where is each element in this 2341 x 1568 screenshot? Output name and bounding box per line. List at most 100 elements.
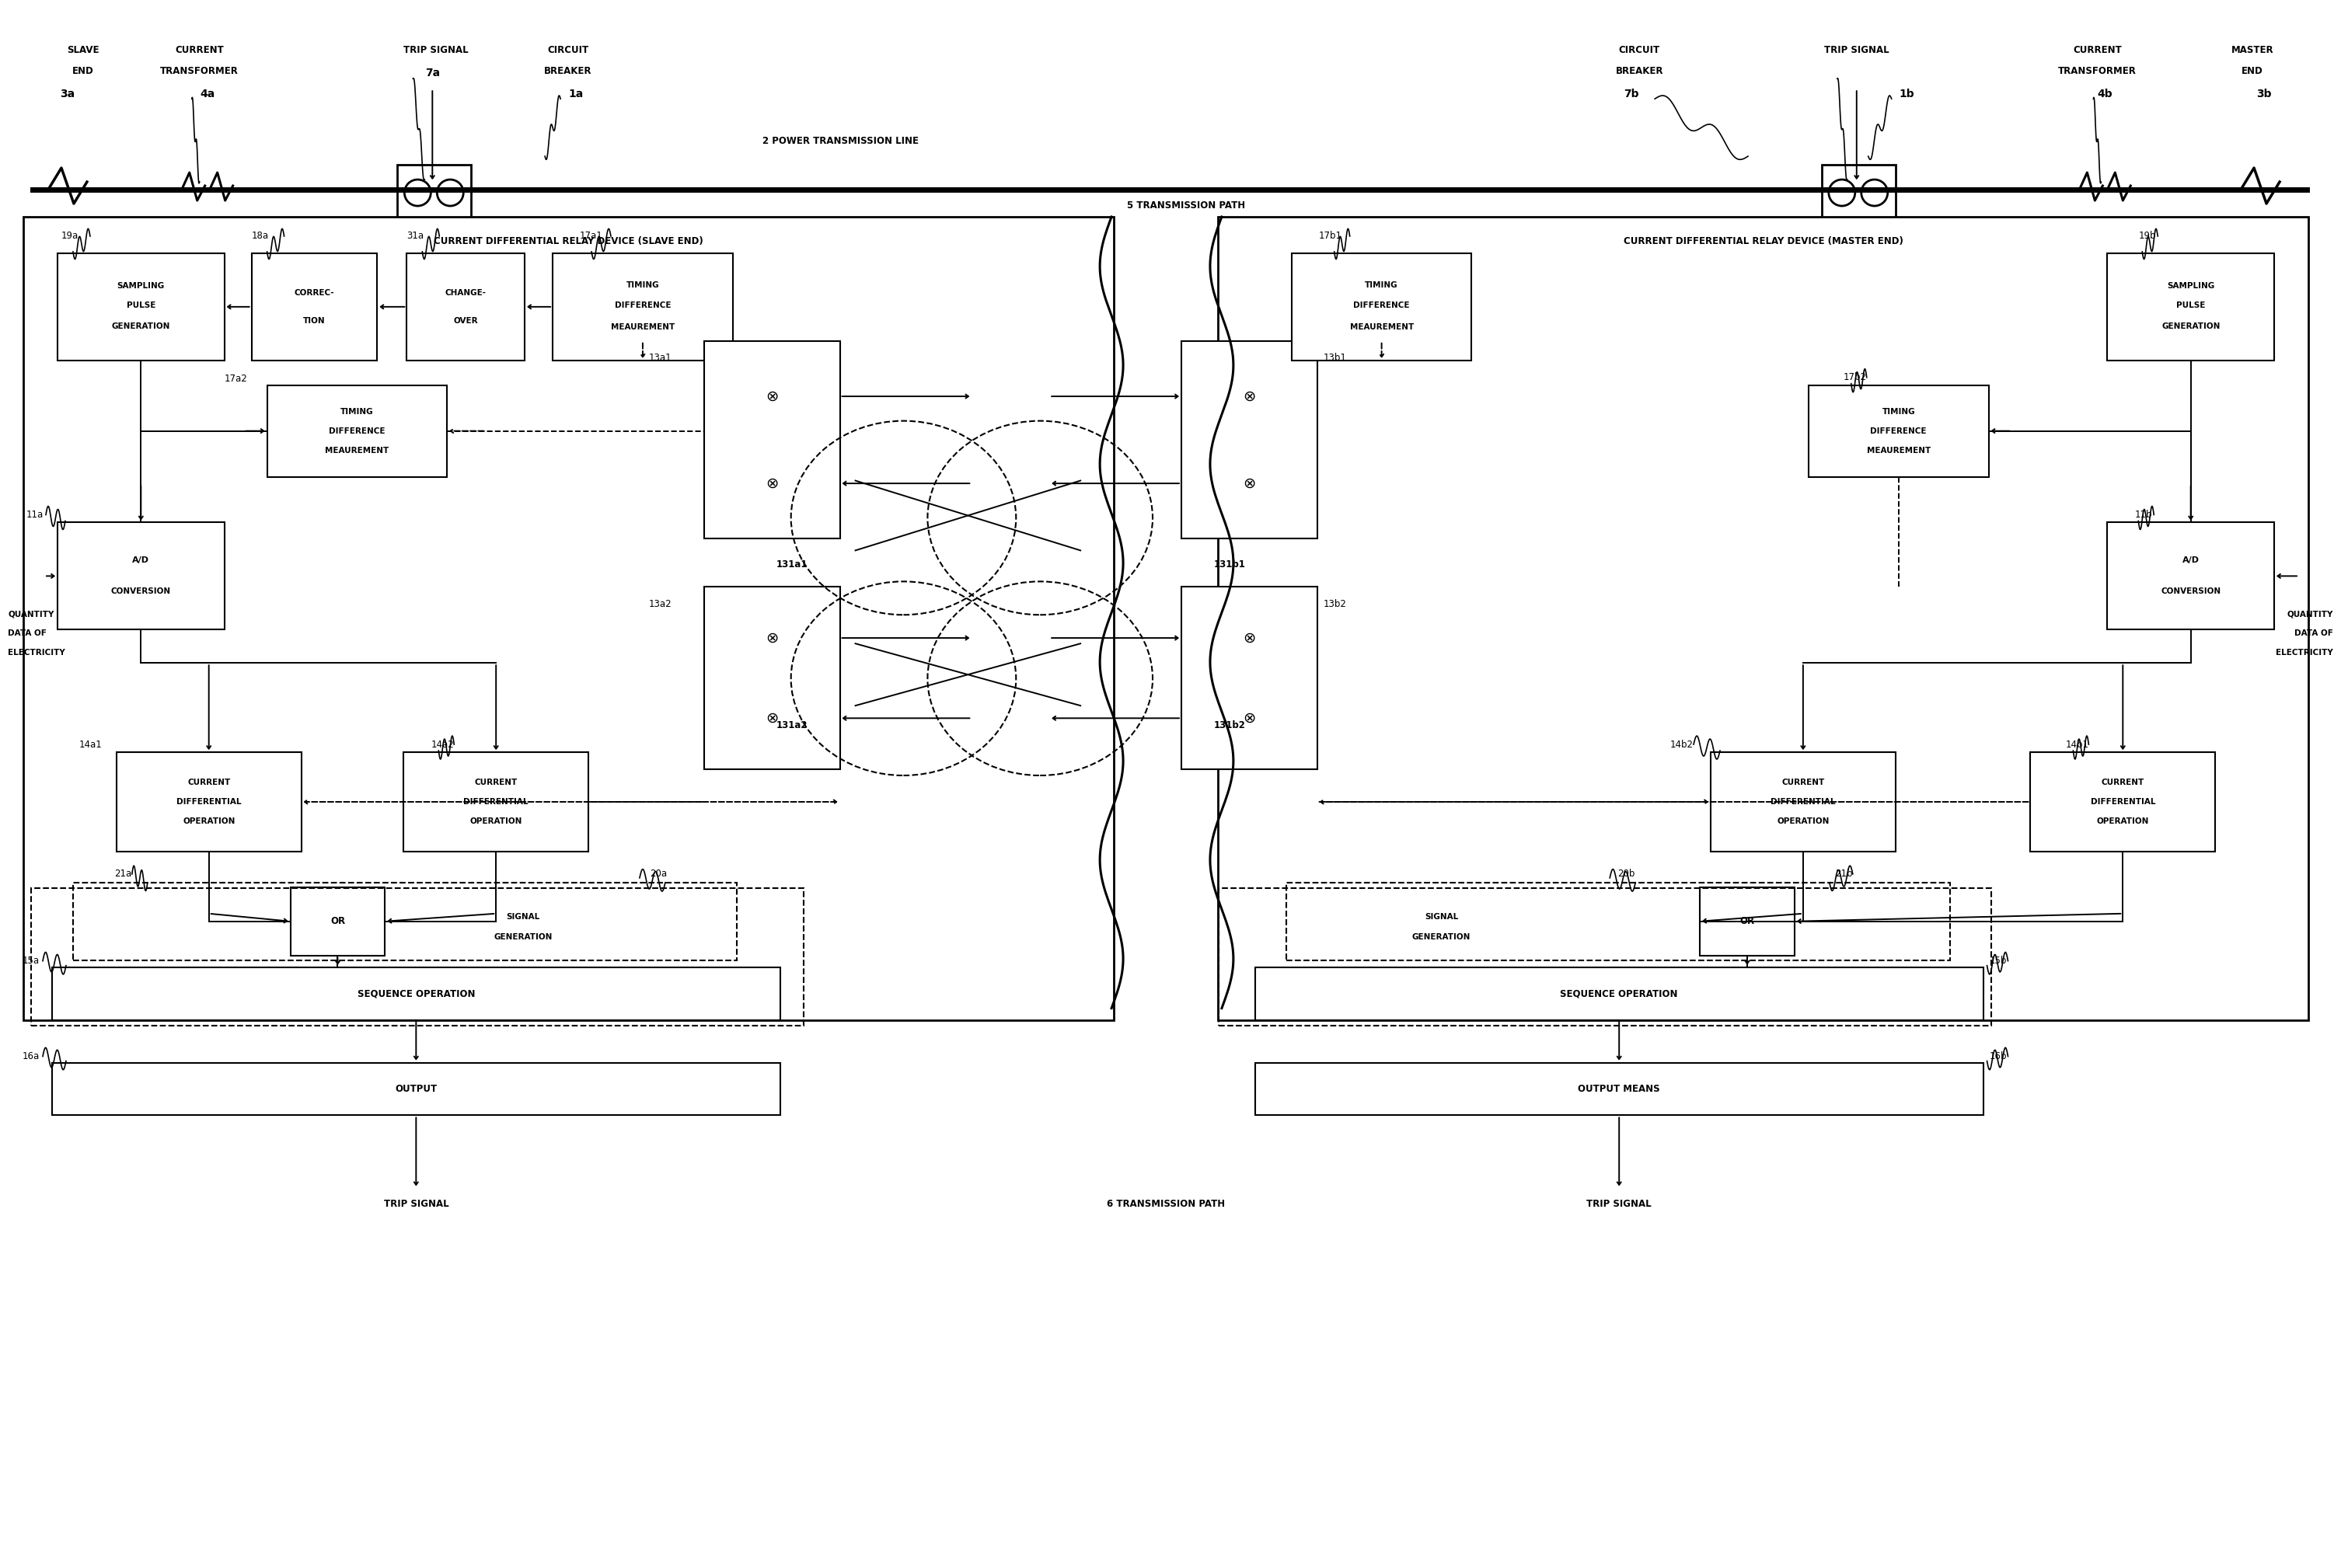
Bar — [1810, 386, 1988, 477]
Text: 14a2: 14a2 — [431, 740, 454, 750]
Text: ⊗: ⊗ — [766, 710, 777, 726]
Bar — [23, 216, 1114, 1019]
Text: 7a: 7a — [426, 67, 440, 78]
Text: DATA OF: DATA OF — [7, 630, 47, 637]
Bar — [59, 522, 225, 630]
Text: SEQUENCE OPERATION: SEQUENCE OPERATION — [1559, 988, 1678, 999]
Bar — [705, 586, 840, 770]
Bar — [2107, 254, 2273, 361]
Text: 14b1: 14b1 — [2065, 740, 2088, 750]
Text: 15b: 15b — [1990, 956, 2006, 966]
Text: CURRENT: CURRENT — [475, 779, 517, 786]
Text: 16a: 16a — [23, 1051, 40, 1062]
Text: 17a1: 17a1 — [581, 230, 604, 241]
Bar — [267, 386, 447, 477]
Text: ⊗: ⊗ — [1243, 710, 1255, 726]
Bar — [1255, 967, 1983, 1019]
Text: 20b: 20b — [1618, 869, 1634, 880]
Text: SEQUENCE OPERATION: SEQUENCE OPERATION — [358, 988, 475, 999]
Text: 4a: 4a — [199, 89, 215, 100]
Text: CURRENT: CURRENT — [2102, 779, 2144, 786]
Text: PULSE: PULSE — [126, 301, 155, 309]
Bar — [1285, 883, 1950, 960]
Text: ⊗: ⊗ — [1243, 389, 1255, 403]
Text: GENERATION: GENERATION — [1412, 933, 1470, 941]
Text: CURRENT: CURRENT — [187, 779, 229, 786]
Text: 1b: 1b — [1899, 89, 1915, 100]
Text: TRANSFORMER: TRANSFORMER — [2058, 66, 2137, 75]
Text: 31a: 31a — [407, 230, 424, 241]
Text: 14a1: 14a1 — [80, 740, 103, 750]
Text: TION: TION — [304, 317, 325, 325]
Text: SIGNAL: SIGNAL — [506, 913, 541, 920]
Text: END: END — [73, 66, 94, 75]
Bar — [290, 887, 384, 955]
Text: TRIP SIGNAL: TRIP SIGNAL — [384, 1198, 449, 1209]
Text: 5 TRANSMISSION PATH: 5 TRANSMISSION PATH — [1126, 201, 1245, 210]
Text: OPERATION: OPERATION — [471, 817, 522, 825]
Text: 18a: 18a — [250, 230, 269, 241]
Bar — [407, 254, 524, 361]
Text: CURRENT: CURRENT — [1782, 779, 1824, 786]
Text: SIGNAL: SIGNAL — [1426, 913, 1458, 920]
Text: A/D: A/D — [2182, 557, 2198, 564]
Text: 21b: 21b — [1835, 869, 1852, 880]
Text: 19b: 19b — [2137, 230, 2156, 241]
Bar — [1182, 340, 1318, 539]
Text: OR: OR — [1739, 916, 1756, 927]
Bar — [1821, 165, 1896, 221]
Text: MASTER: MASTER — [2231, 45, 2273, 55]
Text: 7b: 7b — [1625, 89, 1639, 100]
Text: QUANTITY: QUANTITY — [7, 610, 54, 618]
Text: 131b2: 131b2 — [1213, 720, 1245, 731]
Text: SLAVE: SLAVE — [68, 45, 98, 55]
Text: DIFFERENTIAL: DIFFERENTIAL — [176, 798, 241, 806]
Text: 19a: 19a — [61, 230, 80, 241]
Text: DIFFERENCE: DIFFERENCE — [1870, 426, 1927, 434]
Text: TRIP SIGNAL: TRIP SIGNAL — [1824, 45, 1889, 55]
Text: CURRENT DIFFERENTIAL RELAY DEVICE (MASTER END): CURRENT DIFFERENTIAL RELAY DEVICE (MASTE… — [1622, 237, 1903, 246]
Text: CIRCUIT: CIRCUIT — [548, 45, 590, 55]
Text: SAMPLING: SAMPLING — [2168, 282, 2215, 290]
Text: CIRCUIT: CIRCUIT — [1618, 45, 1660, 55]
Text: ELECTRICITY: ELECTRICITY — [7, 649, 66, 657]
Text: CONVERSION: CONVERSION — [110, 588, 171, 596]
Bar — [30, 887, 803, 1025]
Text: TIMING: TIMING — [625, 281, 660, 289]
Text: BREAKER: BREAKER — [545, 66, 592, 75]
Text: MEAUREMENT: MEAUREMENT — [1866, 447, 1931, 455]
Bar — [1255, 1063, 1983, 1115]
Text: 17a2: 17a2 — [225, 373, 248, 384]
Bar — [52, 1063, 780, 1115]
Text: ⊗: ⊗ — [1243, 477, 1255, 491]
Text: OVER: OVER — [454, 317, 478, 325]
Text: 11b: 11b — [2135, 510, 2151, 521]
Text: OPERATION: OPERATION — [183, 817, 234, 825]
Text: OUTPUT MEANS: OUTPUT MEANS — [1578, 1083, 1660, 1094]
Bar — [1182, 586, 1318, 770]
Bar — [1711, 753, 1896, 851]
Bar — [52, 967, 780, 1019]
Text: A/D: A/D — [133, 557, 150, 564]
Text: DIFFERENCE: DIFFERENCE — [330, 426, 386, 434]
Text: DATA OF: DATA OF — [2294, 630, 2334, 637]
Text: OPERATION: OPERATION — [2098, 817, 2149, 825]
Text: 16b: 16b — [1990, 1051, 2006, 1062]
Bar — [1220, 887, 1990, 1025]
Bar — [403, 753, 588, 851]
Text: CURRENT: CURRENT — [2072, 45, 2121, 55]
Text: 2 POWER TRANSMISSION LINE: 2 POWER TRANSMISSION LINE — [763, 136, 918, 146]
Text: MEAUREMENT: MEAUREMENT — [611, 323, 674, 331]
Text: GENERATION: GENERATION — [2161, 323, 2219, 331]
Text: CHANGE-: CHANGE- — [445, 289, 487, 296]
Text: 6 TRANSMISSION PATH: 6 TRANSMISSION PATH — [1107, 1198, 1224, 1209]
Text: 13a2: 13a2 — [648, 599, 672, 608]
Text: DIFFERENTIAL: DIFFERENTIAL — [464, 798, 529, 806]
Text: 3b: 3b — [2257, 89, 2271, 100]
Text: CORREC-: CORREC- — [295, 289, 335, 296]
Text: 131a1: 131a1 — [775, 560, 808, 569]
Text: BREAKER: BREAKER — [1615, 66, 1662, 75]
Text: DIFFERENTIAL: DIFFERENTIAL — [2091, 798, 2156, 806]
Text: OPERATION: OPERATION — [1777, 817, 1828, 825]
Text: 17b1: 17b1 — [1318, 230, 1341, 241]
